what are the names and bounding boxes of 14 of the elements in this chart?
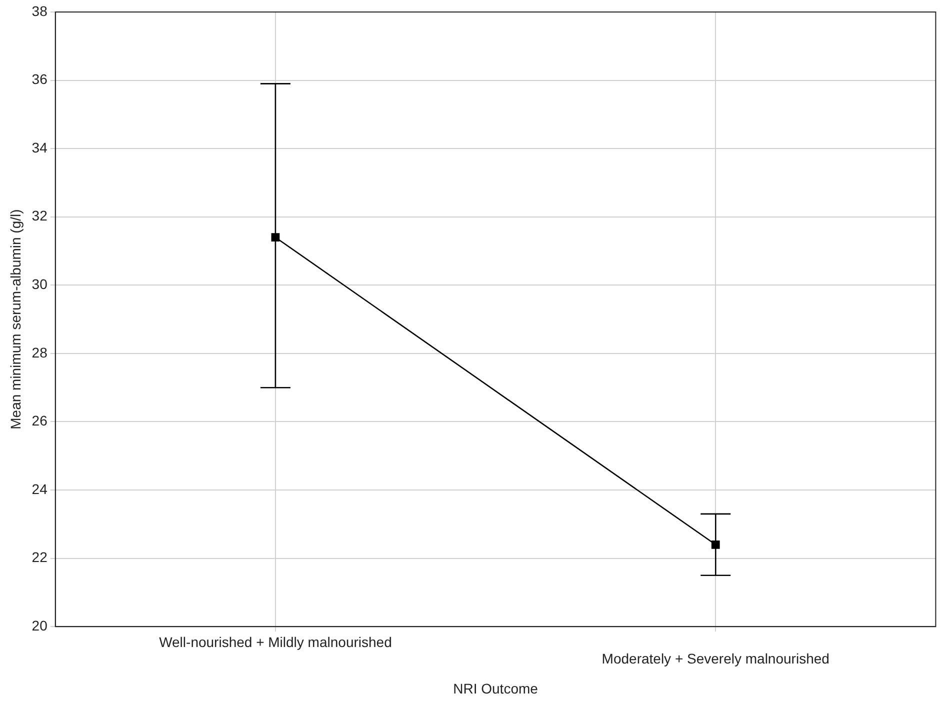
y-tick-label: 34 [32,139,48,156]
x-tick-label: Well-nourished + Mildly malnourished [159,634,392,650]
x-axis-title: NRI Outcome [453,680,538,696]
y-tick-label: 32 [32,208,48,224]
y-tick-label: 22 [32,549,48,566]
x-tick-label: Moderately + Severely malnourished [602,650,830,667]
y-tick-label: 30 [32,276,48,292]
y-tick-label: 38 [32,2,48,19]
y-tick-label: 28 [32,344,48,360]
y-axis-title: Mean minimum serum-albumin (g/l) [7,209,24,430]
y-tick-label: 36 [32,71,48,88]
y-tick-label: 24 [32,480,48,497]
y-tick-label: 20 [32,617,48,634]
y-tick-label: 26 [32,412,48,429]
